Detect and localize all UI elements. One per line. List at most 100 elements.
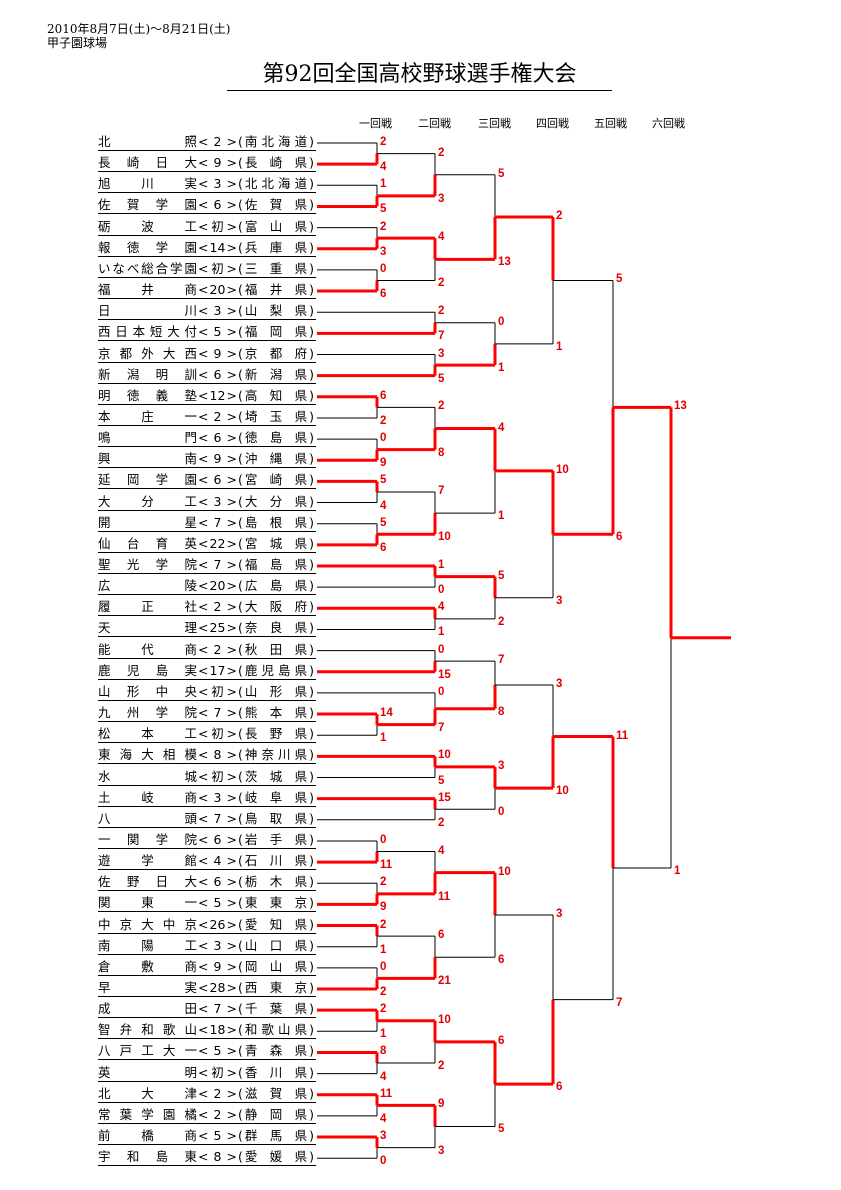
team-appearances: <9 > — [198, 155, 237, 171]
team-name: 常葉学園橘 — [98, 1106, 197, 1122]
appearance-count: 6 — [213, 430, 222, 446]
team-name: 砺波工 — [98, 218, 197, 234]
team-name: 九州学院 — [98, 705, 197, 721]
appearance-count: 26 — [209, 916, 226, 932]
team-name: 南陽工 — [98, 937, 197, 953]
score-label: 0 — [438, 643, 445, 656]
prefecture-name: 京都府 — [244, 345, 308, 361]
team-row: 長崎日大 <9 >(長崎県) — [98, 155, 316, 173]
team-name: 開星 — [98, 514, 197, 530]
team-appearances: <14 > — [198, 239, 237, 255]
team-name: 新潟明訓 — [98, 366, 197, 382]
team-prefecture: (青森県) — [238, 1043, 314, 1059]
score-label: 3 — [380, 245, 387, 258]
team-prefecture: (兵庫県) — [238, 239, 314, 255]
team-appearances: <2 > — [198, 1106, 237, 1122]
score-label: 11 — [616, 729, 629, 742]
prefecture-name: 青森県 — [244, 1043, 308, 1059]
prefecture-name: 長野県 — [244, 726, 308, 742]
score-label: 10 — [438, 531, 451, 544]
team-appearances: <3 > — [198, 937, 237, 953]
team-prefecture: (山形県) — [238, 683, 314, 699]
score-label: 8 — [438, 446, 445, 459]
score-label: 2 — [556, 210, 563, 223]
prefecture-name: 熊本県 — [244, 705, 308, 721]
team-row: 山形中央 < 初 >(山形県) — [98, 684, 316, 701]
team-appearances: <28 > — [198, 980, 237, 995]
team-appearances: <3 > — [198, 303, 237, 319]
score-label: 2 — [438, 305, 445, 318]
team-row: 一関学院 <6 >(岩手県) — [98, 832, 316, 849]
team-name: 延岡学園 — [98, 472, 197, 488]
team-name: 本庄一 — [98, 408, 197, 424]
score-label: 6 — [616, 531, 623, 544]
team-name: 履正社 — [98, 599, 197, 615]
team-appearances: < 初 > — [198, 1064, 237, 1080]
score-label: 21 — [438, 975, 451, 988]
prefecture-name: 福島県 — [244, 557, 308, 572]
score-label: 3 — [438, 347, 445, 360]
appearance-count: 3 — [213, 493, 222, 509]
round-header-6: 六回戦 — [652, 117, 685, 130]
prefecture-name: 大分県 — [244, 493, 308, 509]
team-appearances: <20 > — [198, 578, 237, 594]
team-name: 長崎日大 — [98, 155, 197, 171]
prefecture-name: 滋賀県 — [244, 1085, 308, 1101]
prefecture-name: 広島県 — [244, 578, 308, 594]
team-appearances: <8 > — [198, 1149, 237, 1165]
score-label: 2 — [438, 816, 445, 829]
team-prefecture: (西東京) — [238, 980, 314, 995]
team-name: 日川 — [98, 303, 197, 319]
appearance-count: 20 — [209, 282, 226, 298]
team-prefecture: (福井県) — [238, 282, 314, 298]
team-appearances: <3 > — [198, 176, 237, 192]
round-header-4: 四回戦 — [536, 117, 569, 130]
team-name: 前橋商 — [98, 1128, 197, 1144]
team-appearances: <2 > — [198, 641, 237, 657]
team-name: 報徳学園 — [98, 239, 197, 255]
team-prefecture: (岩手県) — [238, 831, 314, 847]
team-row: 鳴門 <6 >(徳島県) — [98, 430, 316, 448]
team-row: 八戸工大一 <5 >(青森県) — [98, 1043, 316, 1061]
page-title: 第92回全国高校野球選手権大会 — [227, 60, 612, 91]
team-row: 宇和島東 <8 >(愛媛県) — [98, 1149, 316, 1167]
team-row: 延岡学園 <6 >(宮崎県) — [98, 472, 316, 490]
prefecture-name: 長崎県 — [244, 155, 308, 171]
score-label: 6 — [438, 929, 445, 942]
score-label: 4 — [380, 1112, 387, 1125]
prefecture-name: 鹿児島県 — [244, 662, 308, 678]
team-name: 北照 — [98, 134, 197, 149]
score-label: 10 — [438, 1013, 451, 1026]
score-label: 4 — [498, 421, 505, 434]
team-appearances: <2 > — [198, 134, 237, 149]
team-prefecture: (茨城県) — [238, 768, 314, 784]
prefecture-name: 島根県 — [244, 514, 308, 530]
team-prefecture: (秋田県) — [238, 641, 314, 657]
team-row: 大分工 <3 >(大分県) — [98, 494, 316, 511]
team-row: 能代商 <2 >(秋田県) — [98, 642, 316, 659]
team-name: 西日本短大付 — [98, 324, 197, 340]
team-prefecture: (山口県) — [238, 937, 314, 953]
appearance-count: 初 — [211, 1064, 224, 1080]
team-row: 常葉学園橘 <2 >(静岡県) — [98, 1107, 316, 1124]
score-label: 0 — [380, 432, 387, 445]
prefecture-name: 秋田県 — [244, 641, 308, 657]
team-appearances: <6 > — [198, 430, 237, 446]
team-name: いなべ総合学園 — [98, 260, 197, 276]
prefecture-name: 福井県 — [244, 282, 308, 298]
appearance-count: 4 — [213, 853, 222, 869]
team-prefecture: (奈良県) — [238, 620, 314, 636]
team-appearances: <2 > — [198, 408, 237, 424]
team-appearances: <9 > — [198, 345, 237, 361]
team-row: 関東一 <5 >(東東京) — [98, 895, 316, 913]
team-prefecture: (佐賀県) — [238, 197, 314, 213]
appearance-count: 14 — [209, 239, 226, 255]
team-appearances: <7 > — [198, 810, 237, 826]
team-prefecture: (埼玉県) — [238, 408, 314, 424]
team-row: 遊学館 <4 >(石川県) — [98, 853, 316, 871]
score-label: 14 — [380, 707, 393, 720]
prefecture-name: 山口県 — [244, 937, 308, 953]
appearance-count: 7 — [213, 810, 222, 826]
team-row: 報徳学園 <14 >(兵庫県) — [98, 240, 316, 257]
